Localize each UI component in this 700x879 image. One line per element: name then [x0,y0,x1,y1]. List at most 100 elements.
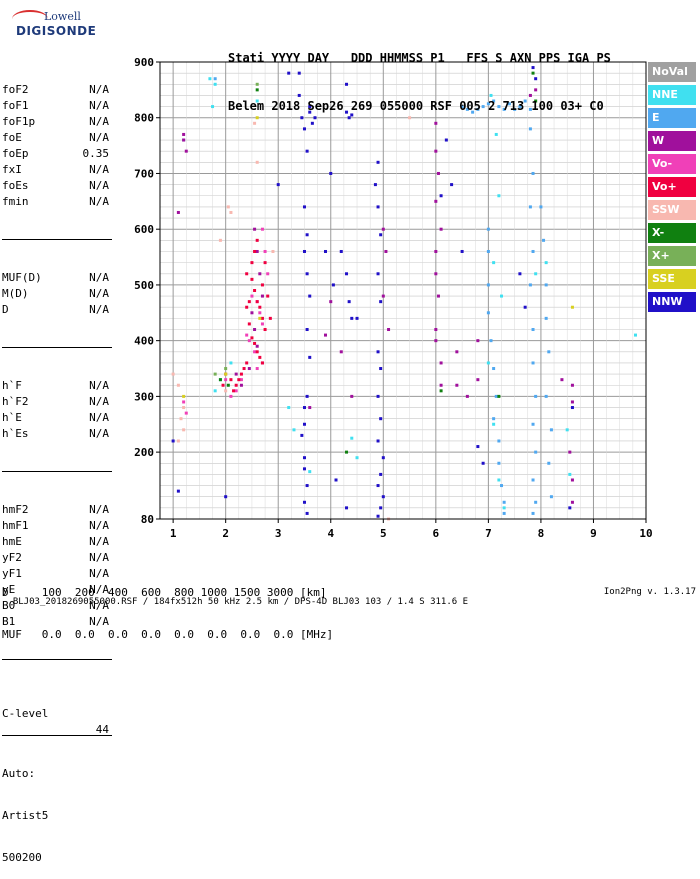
auto-label: Auto: [2,767,36,780]
point-e [497,439,501,443]
point-nne [568,472,572,476]
point-w [434,328,438,332]
param-label: h`F [2,379,22,392]
point-voplus [245,361,249,365]
point-ssw [176,383,180,387]
point-nnw [376,160,380,164]
chart-grid [160,62,647,519]
point-e [481,105,485,109]
point-e [544,316,548,320]
param-label: h`E [2,411,22,424]
param-value: N/A [89,271,109,284]
point-nnw [287,71,291,75]
point-voplus [242,367,246,371]
point-voplus [253,289,257,292]
point-e [471,110,475,114]
point-w [568,450,572,454]
point-voplus [260,361,264,365]
param-value: 0.35 [82,147,110,160]
param-value: N/A [89,567,109,580]
point-nnw [305,149,309,153]
point-nnw [305,511,309,515]
point-w [329,300,333,304]
point-nnw [534,77,538,81]
legend-entry-ssw: SSW [648,200,696,220]
point-w [434,272,438,276]
point-voplus [247,322,251,326]
point-nnw [302,249,306,253]
param-label: fmin [2,195,29,208]
y-tick-label: 500 [134,279,154,292]
point-e [460,105,464,109]
point-nne [211,105,215,109]
x-tick-label: 10 [639,527,652,540]
param-row-hmf1: hmF1 N/A [2,518,112,534]
point-sse [570,305,574,309]
point-nnw [373,183,377,187]
point-xminus [531,71,535,75]
point-ssw [176,439,180,443]
point-vominus [184,411,188,415]
point-nnw [350,316,354,320]
point-w [239,383,243,387]
point-voplus [258,305,262,309]
param-label: h`Es [2,427,29,440]
point-w [570,478,574,482]
point-nnw [570,406,574,410]
point-nnw [171,439,175,443]
point-w [182,138,186,142]
params-divider [2,347,112,348]
param-label: foF2 [2,83,29,96]
param-value: N/A [89,551,109,564]
point-nnw [381,495,385,499]
point-e [528,205,532,209]
point-w [381,227,385,231]
param-value: N/A [89,519,109,532]
param-value: N/A [89,83,109,96]
point-vominus [229,394,233,398]
point-vominus [258,311,262,315]
x-tick-label: 8 [538,527,545,540]
point-voplus [247,300,251,304]
point-nne [229,361,233,365]
point-ssw [229,210,233,214]
point-nnw [379,417,383,421]
point-nnw [481,461,485,465]
legend-entry-xplus: X+ [648,246,696,266]
param-row-ye: yE N/A [2,582,112,598]
point-e [213,77,217,81]
point-w [350,394,354,398]
point-voplus [245,305,249,309]
param-value: N/A [89,503,109,516]
y-tick-label: 900 [134,56,154,69]
param-value: N/A [89,427,109,440]
point-e [549,495,553,499]
point-voplus [239,372,243,376]
point-nne [292,428,296,432]
point-e [494,394,498,398]
clevel-value: 44 [95,723,109,736]
auto-artist: Artist5 [2,809,49,822]
point-nnw [345,272,349,276]
y-tick-label: 700 [134,167,154,180]
param-label: foEs [2,179,29,192]
point-vominus [260,227,264,231]
param-row-d: D N/A [2,302,112,318]
point-ssw [271,249,275,253]
point-xplus [213,372,217,376]
point-w [528,93,532,97]
point-nne [565,428,569,432]
point-w [324,333,328,337]
point-e [486,102,490,106]
point-nnw [305,233,309,237]
param-row-foep: foEp 0.35 [2,146,112,162]
point-nnw [305,484,309,488]
point-vominus [239,378,243,382]
footer-file-info: BLJ03_2018269055000.RSF / 184fx512h 50 k… [12,597,468,607]
point-nnw [345,82,349,86]
point-xminus [439,389,443,393]
param-row-fmin: fmin N/A [2,194,112,210]
param-label: D [2,303,9,316]
legend-entry-sse: SSE [648,269,696,289]
point-voplus [229,378,233,382]
